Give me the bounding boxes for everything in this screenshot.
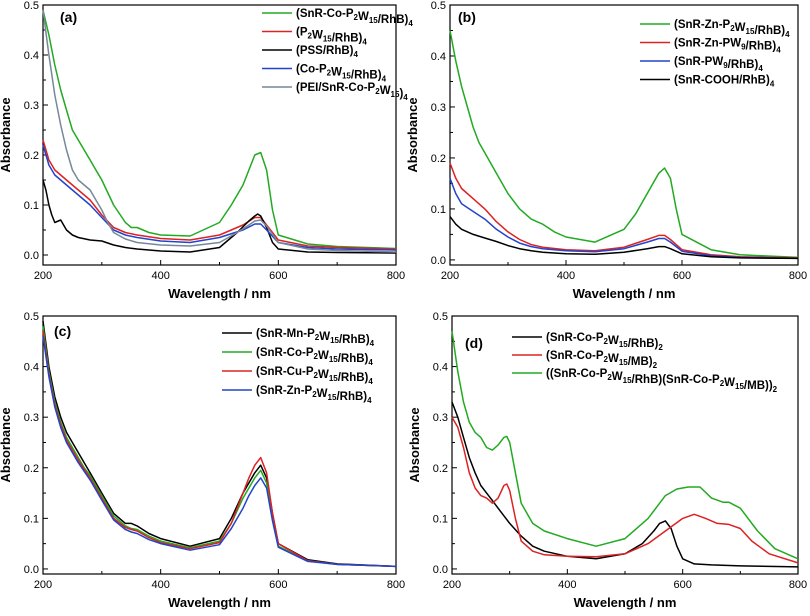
series-line [42,144,397,251]
panel-a: 200 400 600 800 0.0 0.1 0.2 0.3 0.4 0.5 Wavelength… [0,0,413,301]
x-tick-label: 400 [151,270,169,282]
x-tick-label: 800 [789,270,807,282]
legend-label: (SnR-Zn-PW9/RhB)4 [674,38,781,55]
x-tick-label: 400 [558,579,576,591]
y-tick-label: 0.1 [433,513,448,525]
x-tick-label: 600 [673,579,691,591]
panel-label: (b) [458,9,476,25]
series-line [451,401,799,568]
y-axis-label: Absorbance [0,97,13,172]
y-tick-label: 0.0 [24,250,39,262]
series-line [451,331,799,560]
series-line [451,416,799,564]
legend-label: ((SnR-Co-P2W15/RhB)(SnR-Co-P2W15/MB))2 [546,368,778,394]
panel-d: 200 400 600 800 0.0 0.1 0.2 0.3 0.4 0.5 Wavelength… [407,311,807,610]
legend-label: (SnR-Zn-P2W15/RhB)4 [256,385,372,405]
legend: (SnR-Co-P2W15/RhB)4(P2W15/RhB)4(PSS/RhB)… [262,8,413,102]
legend-label: (PSS/RhB)4 [296,45,359,59]
x-tick-label: 600 [269,579,287,591]
x-tick-label: 600 [673,270,691,282]
x-tick-label: 200 [34,270,52,282]
legend-label: (SnR-Co-P2W15/RhB)4 [256,347,373,367]
series-line [42,331,397,568]
series-line [449,216,799,260]
x-axis-label: Wavelength / nm [573,286,676,301]
legend-label: (SnR-Co-P2W15/RhB)4 [296,8,413,28]
y-tick-label: 0.5 [431,0,446,12]
y-axis-label: Absorbance [407,407,422,482]
x-axis-label: Wavelength / nm [168,286,271,301]
y-tick-label: 0.4 [24,50,39,62]
x-tick-label: 400 [151,579,169,591]
y-axis-label: Absorbance [0,407,13,482]
series-line [42,9,397,250]
y-tick-label: 0.0 [24,564,39,576]
series-line [449,178,799,260]
panel-label: (c) [54,323,71,339]
x-tick-label: 800 [387,579,405,591]
x-tick-label: 800 [789,579,807,591]
y-tick-label: 0.4 [433,362,448,374]
legend-label: (P2W15/RhB)4 [296,27,367,47]
y-tick-label: 0.0 [431,255,446,267]
legend-label: (SnR-Mn-P2W15/RhB)4 [256,328,375,348]
y-tick-label: 0.5 [433,311,448,323]
y-tick-label: 0.5 [24,311,39,323]
x-tick-label: 600 [269,270,287,282]
legend: (SnR-Mn-P2W15/RhB)4(SnR-Co-P2W15/RhB)4(S… [222,328,375,405]
y-tick-label: 0.5 [24,0,39,12]
y-tick-label: 0.3 [431,102,446,114]
legend-label: (SnR-PW9/RhB)4 [674,56,763,73]
legend-label: (Co-P2W15/RhB)4 [296,64,387,84]
x-tick-label: 800 [387,270,405,282]
panel-b: 200 400 600 800 0.0 0.1 0.2 0.3 0.4 0.5 Wavelength… [405,0,807,301]
series-line [42,9,397,253]
series-line [42,336,397,568]
y-tick-label: 0.2 [433,463,448,475]
x-tick-label: 200 [34,579,52,591]
panel-label: (d) [465,335,483,351]
y-tick-label: 0.1 [24,513,39,525]
legend-label: (SnR-Cu-P2W15/RhB)4 [256,366,373,386]
y-tick-label: 0.3 [24,412,39,424]
panel-c: 200 400 600 800 0.0 0.1 0.2 0.3 0.4 0.5 Wavelength… [0,311,405,610]
series-line [42,139,397,250]
x-tick-label: 200 [441,270,459,282]
y-tick-label: 0.4 [24,362,39,374]
x-axis-label: Wavelength / nm [574,595,677,610]
series-line [42,179,397,254]
legend-label: (SnR-Zn-P2W15/RhB)4 [674,19,790,39]
y-tick-label: 0.1 [431,204,446,216]
series-line [449,30,799,259]
x-tick-label: 200 [443,579,461,591]
y-tick-label: 0.3 [433,412,448,424]
y-tick-label: 0.1 [24,200,39,212]
y-tick-label: 0.4 [431,51,446,63]
series-line [449,162,799,259]
y-tick-label: 0.0 [433,564,448,576]
y-tick-label: 0.2 [24,150,39,162]
legend-label: (PEI/SnR-Co-P2W15)4 [296,82,408,102]
x-axis-label: Wavelength / nm [168,595,271,610]
legend: (SnR-Zn-P2W15/RhB)4(SnR-Zn-PW9/RhB)4(SnR… [640,19,790,89]
legend-label: (SnR-Co-P2W15/MB)2 [546,350,658,370]
legend-label: (SnR-COOH/RhB)4 [674,75,775,89]
panel-label: (a) [60,9,77,25]
y-axis-label: Absorbance [405,97,420,172]
x-tick-label: 400 [557,270,575,282]
legend-label: (SnR-Co-P2W15/RhB)2 [546,332,663,352]
legend: (SnR-Co-P2W15/RhB)2(SnR-Co-P2W15/MB)2((S… [512,332,778,394]
y-tick-label: 0.2 [24,463,39,475]
y-tick-label: 0.3 [24,100,39,112]
y-tick-label: 0.2 [431,153,446,165]
